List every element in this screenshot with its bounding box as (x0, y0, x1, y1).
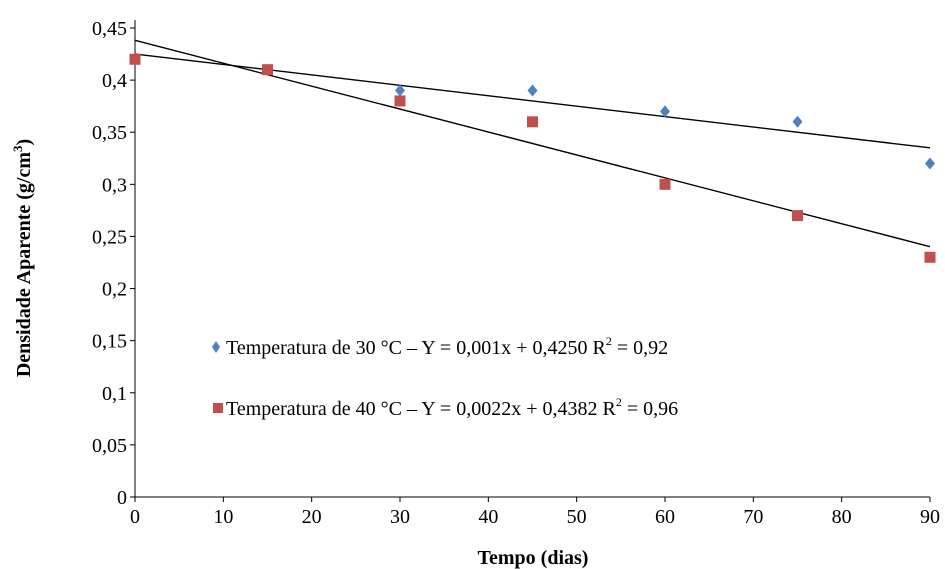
legend-30c-sup: 2 (606, 334, 612, 348)
legend-item-30c: Temperatura de 30 °C – Y = 0,001x + 0,42… (212, 334, 668, 359)
x-axis-title: Tempo (dias) (478, 547, 589, 569)
y-tick-label: 0,15 (92, 331, 127, 353)
y-tick-label: 0,25 (92, 226, 127, 248)
x-tick-label: 70 (743, 506, 763, 528)
x-tick-label: 0 (130, 506, 140, 528)
x-tick-label: 10 (213, 506, 233, 528)
data-point-series-1 (792, 115, 803, 128)
y-tick-label: 0,2 (102, 279, 127, 301)
legend-40c-main: Temperatura de 40 °C – Y = 0,0022x + 0,4… (226, 398, 616, 420)
x-tick-label: 50 (567, 506, 587, 528)
x-tick-label: 20 (302, 506, 322, 528)
x-tick-label: 80 (832, 506, 852, 528)
y-tick-label: 0,1 (102, 383, 127, 405)
data-point-series-1 (660, 105, 670, 118)
x-tick-label: 30 (390, 506, 410, 528)
legend-label-30c: Temperatura de 30 °C – Y = 0,001x + 0,42… (226, 334, 668, 359)
legend-30c-main: Temperatura de 30 °C – Y = 0,001x + 0,42… (226, 337, 606, 359)
legend-40c-end: = 0,96 (622, 398, 678, 420)
data-points (129, 53, 936, 263)
legend-label-40c: Temperatura de 40 °C – Y = 0,0022x + 0,4… (226, 395, 678, 420)
y-axis-title-main: Densidade Aparente (g/cm (13, 152, 35, 378)
x-tick-label: 60 (655, 506, 675, 528)
trendline-series-1 (134, 53, 931, 149)
data-point-series-2 (924, 251, 936, 263)
legend-square-marker (213, 403, 223, 413)
x-tick-label: 90 (920, 506, 940, 528)
y-tick-label: 0,35 (92, 122, 127, 144)
legend-diamond-marker (212, 341, 220, 353)
y-tick-label: 0,4 (102, 70, 127, 92)
data-point-series-2 (659, 178, 671, 190)
y-axis-title: Densidade Aparente (g/cm3) (10, 139, 35, 377)
x-tick-label: 40 (478, 506, 498, 528)
legend-item-40c: Temperatura de 40 °C – Y = 0,0022x + 0,4… (213, 395, 678, 420)
y-tick-label: 0,45 (92, 18, 127, 40)
y-tick-label: 0,05 (92, 435, 127, 457)
legend-30c-end: = 0,92 (612, 337, 668, 359)
trendlines (134, 39, 931, 248)
data-point-series-1 (925, 157, 935, 170)
data-point-series-2 (792, 210, 803, 222)
data-point-series-2 (262, 64, 273, 76)
data-point-series-2 (394, 95, 406, 107)
axes (134, 20, 930, 498)
legend-40c-sup: 2 (616, 395, 622, 409)
y-axis-title-sup: 3 (10, 145, 25, 152)
data-point-series-1 (527, 84, 538, 97)
trendline-series-2 (134, 39, 931, 248)
data-point-series-2 (527, 116, 538, 128)
data-point-series-1 (395, 84, 405, 97)
y-tick-label: 0,3 (102, 174, 127, 196)
data-point-series-2 (129, 53, 141, 65)
y-tick-label: 0 (117, 487, 127, 509)
y-axis-title-end: ) (13, 139, 35, 146)
legend: Temperatura de 30 °C – Y = 0,001x + 0,42… (212, 334, 678, 420)
ticks: 0 10 20 30 40 50 60 70 80 90 0 0,05 0,1 0,15 0,2 0,25 0,… (92, 18, 940, 528)
